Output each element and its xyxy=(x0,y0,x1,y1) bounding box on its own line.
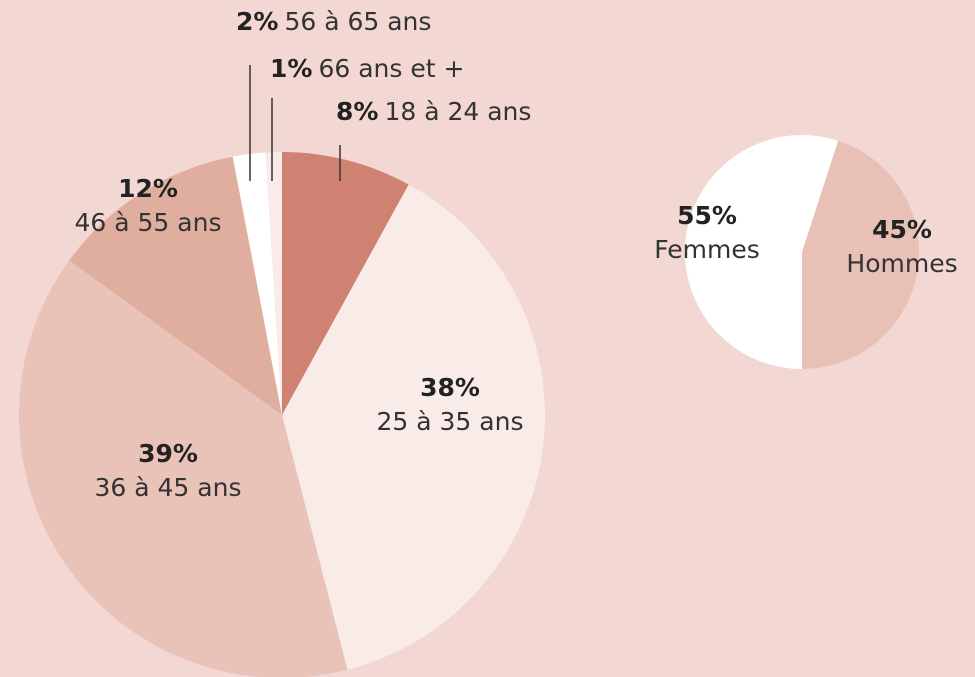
slice-label: 1% 66 ans et + xyxy=(270,54,464,83)
pie-slice xyxy=(232,152,282,415)
pie-slice xyxy=(282,152,409,415)
slice-category: 18 à 24 ans xyxy=(384,97,531,126)
slice-category: 56 à 65 ans xyxy=(284,7,431,36)
slice-category: 66 ans et + xyxy=(318,54,464,83)
slice-category: 25 à 35 ans xyxy=(377,407,524,436)
slice-percent: 8% xyxy=(336,97,378,126)
slice-percent: 45% xyxy=(872,215,932,244)
slice-percent: 38% xyxy=(420,373,480,402)
pie-slice xyxy=(685,134,839,369)
slice-category: 36 à 45 ans xyxy=(95,473,242,502)
pie-slice xyxy=(19,260,348,677)
slice-label: 2% 56 à 65 ans xyxy=(236,7,431,36)
slice-category: 46 à 55 ans xyxy=(75,208,222,237)
slice-label: 8% 18 à 24 ans xyxy=(336,97,531,126)
pie-slice xyxy=(282,184,545,670)
slice-percent: 1% xyxy=(270,54,312,83)
pie-slice xyxy=(802,140,919,369)
slice-percent: 39% xyxy=(138,439,198,468)
slice-category: Femmes xyxy=(654,235,760,264)
pie-slice xyxy=(265,152,282,415)
slice-category: Hommes xyxy=(846,249,957,278)
slice-percent: 55% xyxy=(677,201,737,230)
slice-percent: 2% xyxy=(236,7,278,36)
slice-percent: 12% xyxy=(118,174,178,203)
pie-slice xyxy=(69,156,282,415)
